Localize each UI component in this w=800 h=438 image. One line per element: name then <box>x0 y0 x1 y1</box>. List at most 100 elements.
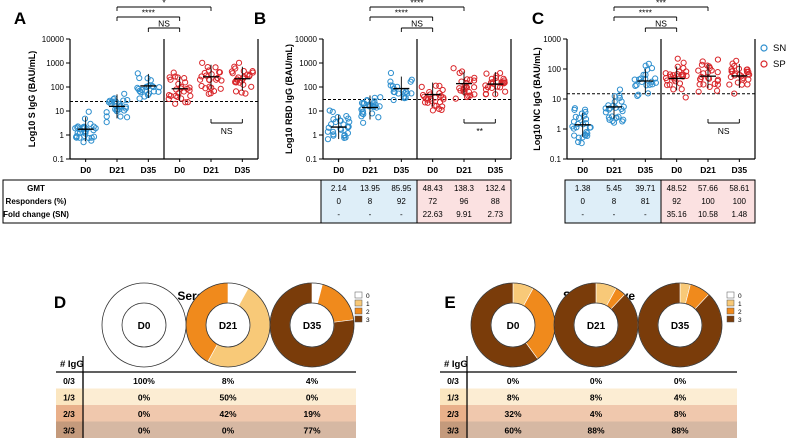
legend-label-d: 2 <box>366 309 370 316</box>
table-row-bg-d <box>83 421 356 438</box>
data-point-a-d0-sn <box>73 134 80 141</box>
data-point-a-d21-sp <box>199 59 206 66</box>
data-point-c-d21-sn <box>618 98 625 105</box>
data-point-c-d35-sn <box>642 62 649 69</box>
data-point-b-d0-sp <box>436 82 443 89</box>
donut-hole-e <box>573 302 619 348</box>
table-row-bg-d <box>83 405 356 422</box>
data-point-b-d0-sn <box>337 125 344 132</box>
data-point-c-d21-sn <box>602 105 609 112</box>
data-point-c-d0-sn <box>578 140 585 147</box>
data-point-c-d21-sn <box>616 92 623 99</box>
data-point-c-d35-sn <box>652 75 659 82</box>
legend-swatch-e <box>726 307 735 315</box>
table-row-label-e: 1/3 <box>447 393 459 403</box>
y-tick-label-c: 1000 <box>543 35 561 44</box>
table-sp-box-b <box>416 179 512 224</box>
y-tick-label-a: 0.1 <box>53 155 65 164</box>
data-point-b-d35-sp <box>502 88 509 95</box>
legend-label-sp: SP <box>773 59 786 70</box>
data-point-c-d0-sn <box>582 120 590 127</box>
table-cell-b: 0 <box>336 197 341 206</box>
data-point-b-d0-sn <box>330 132 337 139</box>
data-point-a-d35-sn <box>155 88 162 95</box>
legend-swatch-d <box>354 291 363 299</box>
data-point-a-d21-sp <box>201 69 208 77</box>
table-cell-e: 0% <box>674 376 687 386</box>
y-tick-label-b: 1000 <box>299 59 317 68</box>
data-point-a-d35-sn <box>145 90 153 97</box>
data-point-b-d35-sn <box>387 69 395 77</box>
data-point-a-d35-sn <box>134 70 141 77</box>
data-point-b-d21-sn <box>363 97 370 104</box>
data-point-a-d21-sn <box>123 114 131 121</box>
data-point-c-d0-sp <box>678 86 685 93</box>
table-row-label-d: 2/3 <box>63 409 75 419</box>
panel-letter-c: C <box>532 9 544 28</box>
table-row-bg-d <box>83 388 356 405</box>
data-point-a-d35-sn <box>136 95 143 102</box>
data-point-b-d21-sn <box>375 114 382 121</box>
legend-swatch-e <box>726 291 735 299</box>
data-point-b-d0-sp <box>438 106 445 114</box>
data-point-a-d21-sp <box>208 71 215 78</box>
data-point-c-d0-sn <box>581 106 589 113</box>
donut-outline-d <box>269 282 355 368</box>
x-tick-label-c: D35 <box>638 165 654 175</box>
data-point-a-d21-sp <box>205 90 212 97</box>
data-point-c-d0-sp <box>666 81 673 88</box>
x-tick-label-c: D0 <box>671 165 682 175</box>
data-point-c-d35-sn <box>643 82 650 89</box>
data-point-c-d0-sn <box>582 108 589 116</box>
y-tick-label-a: 10 <box>55 107 64 116</box>
data-point-b-d0-sn <box>324 136 332 143</box>
data-point-a-d35-sn <box>156 84 163 91</box>
table-row-header-b: Responders (%) <box>6 197 67 206</box>
panel-letter-e: E <box>444 293 455 312</box>
data-point-b-d0-sn <box>329 108 336 115</box>
sig-label-c: NS <box>655 19 667 29</box>
table-cell-c: 92 <box>672 197 681 206</box>
table-row-label-e: 3/3 <box>447 426 459 436</box>
data-point-c-d35-sn <box>633 81 640 89</box>
data-point-b-d21-sn <box>376 103 383 110</box>
data-point-c-d21-sp <box>713 87 721 94</box>
panel-letter-d: D <box>54 293 66 312</box>
donut-label-d: D35 <box>303 321 322 332</box>
donut-slice-d-d0-0 <box>102 283 186 367</box>
data-point-c-d35-sn <box>640 71 647 78</box>
table-cell-c: 48.52 <box>667 184 688 193</box>
data-point-a-d21-sn <box>103 113 110 120</box>
data-point-b-d21-sp <box>464 76 471 83</box>
x-tick-label-b: D21 <box>456 165 472 175</box>
data-point-b-d21-sp <box>450 65 457 72</box>
data-point-c-d35-sp <box>728 68 735 75</box>
table-cell-d: 0% <box>222 426 235 436</box>
data-point-b-d21-sp <box>458 68 466 75</box>
data-point-c-d21-sn <box>619 118 626 125</box>
data-point-b-d35-sp <box>500 75 507 82</box>
data-point-c-d0-sp <box>664 77 671 84</box>
data-point-c-d35-sn <box>644 90 652 97</box>
y-axis-label-c: Log10 NC IgG (BAU/mL) <box>532 47 542 151</box>
data-point-b-d0-sp <box>436 90 443 97</box>
data-point-c-d35-sp <box>744 81 751 88</box>
donut-hole-d <box>205 302 251 348</box>
data-point-c-d0-sn <box>571 132 578 139</box>
table-cell-b: 2.73 <box>488 210 504 219</box>
data-point-a-d0-sp <box>184 99 191 106</box>
data-point-c-d0-sp <box>674 55 681 62</box>
table-sp-box-c <box>660 179 756 224</box>
table-cell-e: 0% <box>507 376 520 386</box>
data-point-b-d21-sp <box>470 77 478 84</box>
donut-label-e: D21 <box>587 321 606 332</box>
y-tick-label-a: 1000 <box>46 59 64 68</box>
table-cell-e: 60% <box>504 426 521 436</box>
data-point-c-d21-sp <box>706 83 713 91</box>
table-cell-b: - <box>369 210 372 219</box>
table-row-label-bg-e <box>440 405 467 422</box>
table-cell-c: 100 <box>733 197 747 206</box>
donut-label-d: D21 <box>219 321 238 332</box>
donut-hole-d <box>121 302 167 348</box>
